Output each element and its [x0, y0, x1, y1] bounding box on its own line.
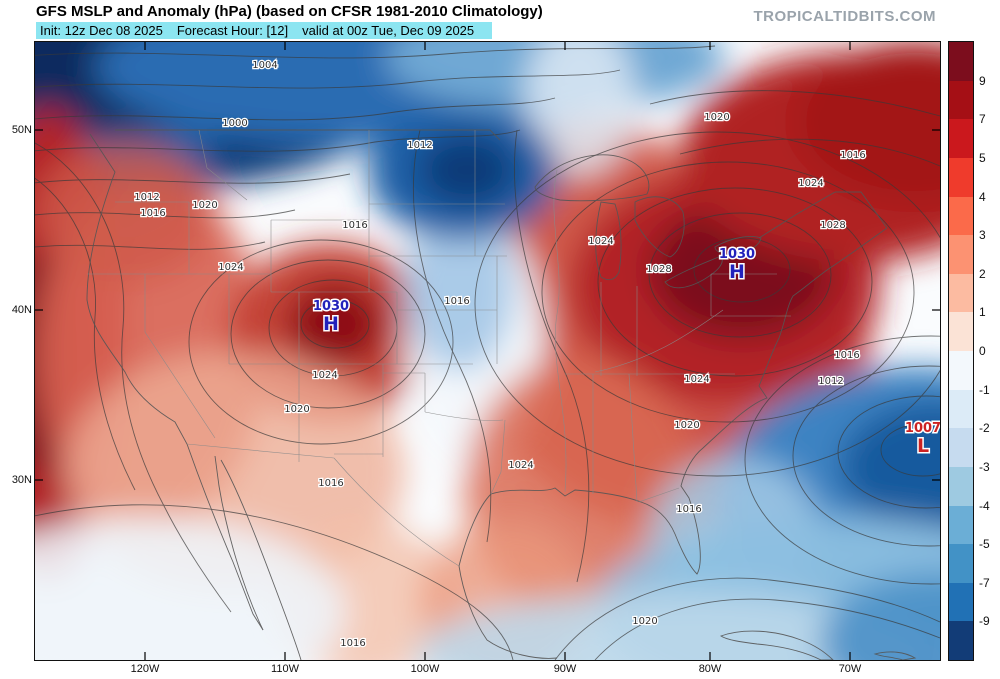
colorbar: [948, 41, 974, 661]
contour-label: 1024: [218, 262, 243, 273]
contour-label: 1000: [222, 118, 247, 129]
contour-label: 1016: [340, 638, 365, 649]
lon-tick-label: 90W: [553, 663, 577, 675]
forecast-info: Init: 12z Dec 08 2025 Forecast Hour: [12]…: [36, 22, 493, 39]
colorbar-segment: [949, 312, 973, 351]
colorbar-segment: [949, 80, 973, 120]
contour-labels: 1004 1000 1012 1012 1016 1020 1024 1016 1016 1024…: [133, 59, 867, 651]
colorbar-tick-label: -9: [979, 614, 990, 629]
pressure-center-symbol: H: [323, 313, 339, 335]
colorbar-tick-label: 0: [979, 344, 986, 358]
contour-label: 1016: [140, 208, 165, 219]
lat-tick-label: 30N: [11, 474, 32, 486]
colorbar-tick-label: -7: [979, 575, 990, 590]
colorbar-segment: [949, 428, 973, 467]
colorbar-tick-label: 4: [979, 189, 986, 204]
lon-tick-label: 70W: [838, 663, 862, 675]
colorbar-tick-label: -4: [979, 498, 990, 513]
contour-label: 1020: [284, 404, 309, 415]
colorbar-segment: [949, 235, 973, 274]
contour-label: 1024: [588, 236, 613, 247]
pressure-center-symbol: L: [917, 435, 929, 457]
pressure-center-value: 1030: [313, 299, 349, 314]
contour-label: 1004: [252, 60, 277, 71]
contour-label: 1024: [798, 178, 823, 189]
anomaly-map: 1004 1000 1012 1012 1016 1020 1024 1016 1016 1024…: [35, 42, 940, 660]
lon-tick-label: 80W: [698, 663, 722, 675]
anomaly-field: [35, 42, 940, 660]
colorbar-segment: [949, 389, 973, 429]
state-borders: [87, 129, 791, 567]
contour-label: 1012: [407, 140, 432, 151]
pressure-center-value: 1007: [905, 421, 940, 436]
pressure-center-value: 1030: [719, 247, 755, 262]
colorbar-segment: [949, 505, 973, 545]
colorbar-segment: [949, 119, 973, 158]
colorbar-segment: [949, 582, 973, 622]
colorbar-segment: [949, 273, 973, 313]
contour-label: 1016: [834, 350, 859, 361]
colorbar-segment: [949, 544, 973, 583]
colorbar-segment: [949, 42, 973, 81]
contour-label: 1020: [632, 616, 657, 627]
valid-time: valid at 00z Tue, Dec 09 2025: [302, 23, 475, 38]
map-frame: 1004 1000 1012 1012 1016 1020 1024 1016 1016 1024…: [34, 41, 941, 661]
colorbar-tick-label: 1: [979, 305, 986, 320]
lon-tick-label: 120W: [130, 663, 160, 675]
lat-tick-label: 50N: [11, 124, 32, 136]
contour-label: 1016: [676, 504, 701, 515]
colorbar-tick-label: -1: [979, 382, 990, 397]
contour-label: 1012: [134, 192, 159, 203]
great-lakes: [534, 154, 762, 289]
colorbar-segment: [949, 621, 973, 660]
colorbar-tick-label: 5: [979, 150, 986, 165]
lon-tick-label: 100W: [410, 663, 440, 675]
page-title: GFS MSLP and Anomaly (hPa) (based on CFS…: [36, 3, 543, 20]
colorbar-segment: [949, 157, 973, 197]
watermark: TROPICALTIDBITS.COM: [753, 8, 936, 25]
contour-label: 1024: [684, 374, 709, 385]
contour-label: 1028: [646, 264, 671, 275]
lat-tick-label: 40N: [11, 304, 32, 316]
forecast-hour: Forecast Hour: [12]: [176, 23, 289, 38]
colorbar-segment: [949, 466, 973, 506]
isobars: [35, 45, 940, 660]
contour-label: 1020: [192, 200, 217, 211]
init-time: Init: 12z Dec 08 2025: [40, 23, 163, 38]
colorbar-tick-label: -2: [979, 421, 990, 436]
contour-label: 1016: [318, 478, 343, 489]
colorbar-tick-label: -3: [979, 459, 990, 474]
contour-label: 1020: [674, 420, 699, 431]
colorbar-segment: [949, 196, 973, 236]
contour-label: 1024: [508, 460, 533, 471]
lon-tick-label: 110W: [271, 663, 299, 675]
contour-label: 1016: [840, 150, 865, 161]
colorbar-tick-label: -5: [979, 537, 990, 552]
map-ticks: [35, 42, 940, 660]
coastlines: [86, 129, 917, 660]
colorbar-ticks: 9 7 5 4 3 2 1 0 -1 -2 -3 -4 -5 -7 -9: [979, 41, 1000, 661]
contour-label: 1016: [444, 296, 469, 307]
pressure-center-symbol: H: [729, 261, 745, 283]
contour-label: 1024: [312, 370, 337, 381]
contour-label: 1020: [704, 112, 729, 123]
colorbar-tick-label: 7: [979, 112, 986, 127]
colorbar-tick-label: 3: [979, 228, 986, 243]
contour-label: 1028: [820, 220, 845, 231]
contour-label: 1016: [342, 220, 367, 231]
colorbar-tick-label: 2: [979, 266, 986, 281]
colorbar-segment: [949, 351, 973, 390]
contour-label: 1012: [818, 376, 843, 387]
colorbar-tick-label: 9: [979, 73, 986, 88]
